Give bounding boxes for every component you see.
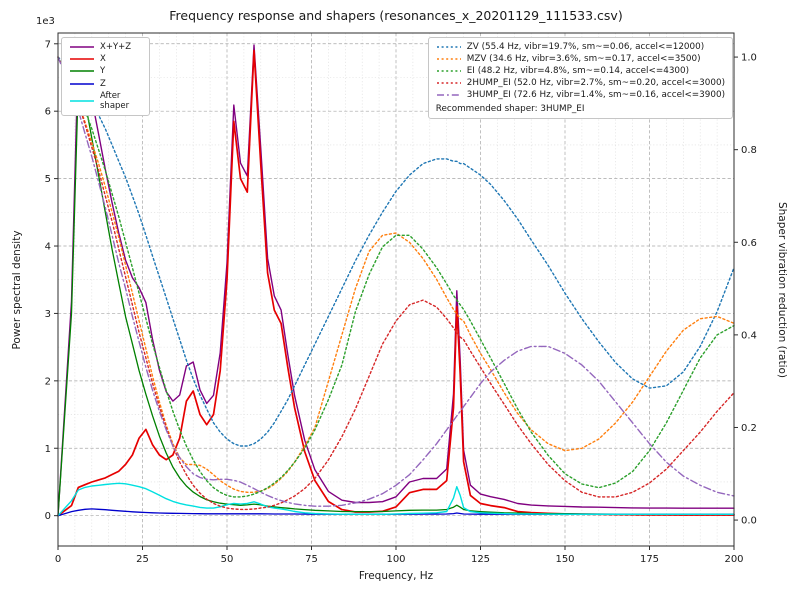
legend-label: 2HUMP_EI (52.0 Hz, vibr=2.7%, sm~=0.20, … (466, 78, 725, 88)
y-axis-label-right: Shaper vibration reduction (ratio) (776, 201, 788, 379)
legend-item-xyz: X+Y+Z (69, 42, 142, 52)
y-right-tick-label: 0.2 (741, 423, 757, 434)
y-right-tick-label: 0.6 (741, 238, 757, 249)
legend-label: MZV (34.6 Hz, vibr=3.6%, sm~=0.17, accel… (466, 54, 701, 64)
legend-item-zv: ZV (55.4 Hz, vibr=19.7%, sm~=0.06, accel… (436, 42, 725, 52)
x-tick-label: 75 (305, 554, 318, 565)
legend-psd-lines: X+Y+Z X Y Z After shaper (61, 37, 150, 117)
y-left-tick-label: 0 (45, 511, 51, 522)
legend-line-sample-zv (436, 46, 461, 48)
legend-item-after-shaper: After shaper (69, 91, 142, 111)
legend-line-sample-x (70, 58, 94, 61)
legend-item-ei: EI (48.2 Hz, vibr=4.8%, sm~=0.14, accel<… (436, 66, 725, 76)
y-left-tick-label: 1 (45, 444, 51, 455)
legend-line-sample-ei (436, 70, 461, 72)
x-tick-label: 50 (221, 554, 234, 565)
y-right-tick-label: 0.8 (741, 145, 757, 156)
legend-label: 3HUMP_EI (72.6 Hz, vibr=1.4%, sm~=0.16, … (466, 90, 725, 100)
y-axis-label-left: Power spectral density (11, 230, 23, 350)
legend-label: ZV (55.4 Hz, vibr=19.7%, sm~=0.06, accel… (466, 42, 705, 52)
legend-line-sample-mzv (436, 58, 461, 60)
x-tick-label: 125 (471, 554, 490, 565)
legend-item-z: Z (69, 79, 142, 89)
legend-line-sample-after-shaper (70, 100, 94, 102)
series-zv (57, 56, 735, 447)
legend-label: X+Y+Z (100, 42, 132, 52)
y-right-tick-label: 0.4 (741, 330, 757, 341)
legend-label: EI (48.2 Hz, vibr=4.8%, sm~=0.14, accel<… (466, 66, 690, 76)
series-3hump-ei (57, 56, 735, 507)
y-right-tick-label: 0.0 (741, 516, 757, 527)
series-ei (57, 56, 735, 498)
y-left-tick-label: 2 (45, 376, 51, 387)
x-tick-label: 0 (55, 554, 61, 565)
x-tick-label: 150 (555, 554, 574, 565)
y-right-tick-label: 1.0 (741, 53, 757, 64)
legend-item-x: X (69, 54, 142, 64)
legend-item-y: Y (69, 66, 142, 76)
legend-item-mzv: MZV (34.6 Hz, vibr=3.6%, sm~=0.17, accel… (436, 54, 725, 64)
recommended-shaper-text: Recommended shaper: 3HUMP_EI (435, 104, 585, 114)
y-left-tick-label: 4 (45, 242, 51, 253)
series-xyz (57, 44, 735, 517)
legend-line-sample-2hump-ei (436, 82, 461, 84)
x-tick-label: 200 (724, 554, 743, 565)
legend-line-sample-3hump-ei (436, 94, 461, 96)
legend-line-sample-xyz (70, 46, 94, 48)
chart-title: Frequency response and shapers (resonanc… (169, 8, 623, 23)
legend-label: Z (100, 78, 106, 89)
legend-line-sample-z (70, 82, 94, 85)
x-tick-label: 100 (386, 554, 405, 565)
series-after-shaper (57, 482, 735, 517)
y-axis-offset-text: 1e3 (36, 16, 55, 27)
legend-line-sample-y (70, 70, 94, 73)
y-left-tick-label: 7 (45, 39, 51, 50)
y-left-tick-label: 6 (45, 107, 51, 118)
legend-item-3hump-ei: 3HUMP_EI (72.6 Hz, vibr=1.4%, sm~=0.16, … (436, 90, 725, 100)
legend-label: After shaper (100, 90, 130, 111)
legend-label: Y (100, 66, 106, 77)
y-left-tick-label: 3 (45, 309, 51, 320)
x-tick-label: 25 (136, 554, 149, 565)
series-2hump-ei (57, 56, 735, 511)
legend-shapers: ZV (55.4 Hz, vibr=19.7%, sm~=0.06, accel… (427, 37, 733, 119)
x-tick-label: 175 (640, 554, 659, 565)
legend-label: X (100, 54, 106, 65)
legend-item-2hump-ei: 2HUMP_EI (52.0 Hz, vibr=2.7%, sm~=0.20, … (436, 78, 725, 88)
y-left-tick-label: 5 (45, 174, 51, 185)
x-axis-label: Frequency, Hz (358, 570, 434, 582)
